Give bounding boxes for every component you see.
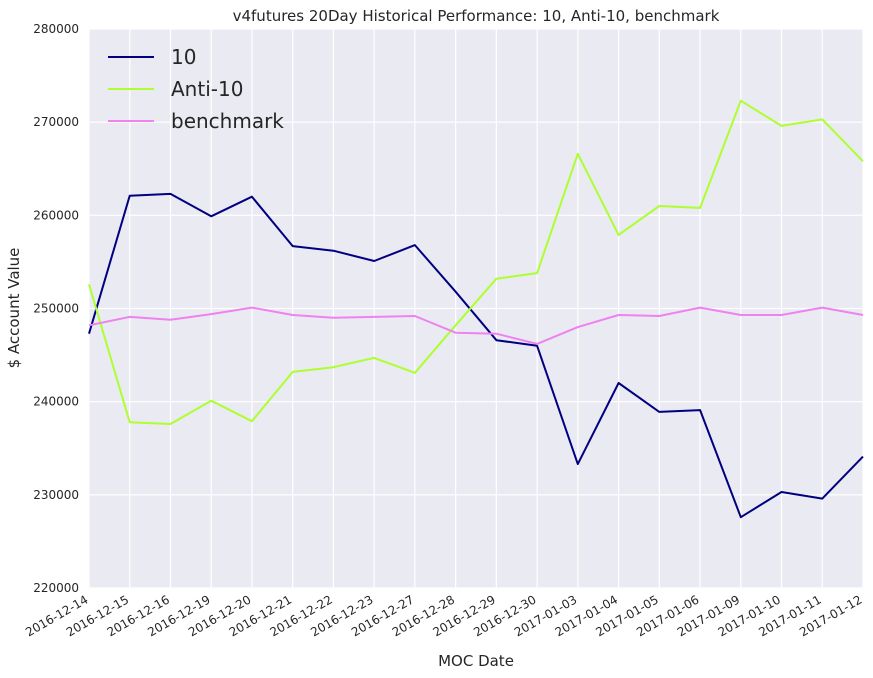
- y-tick-label: 220000: [33, 581, 79, 595]
- y-tick-label: 230000: [33, 488, 79, 502]
- x-axis-label: MOC Date: [438, 652, 514, 670]
- y-tick-label: 270000: [33, 115, 79, 129]
- y-tick-label: 260000: [33, 208, 79, 222]
- chart-title: v4futures 20Day Historical Performance: …: [233, 7, 720, 25]
- legend-label: benchmark: [171, 109, 284, 133]
- y-tick-label: 250000: [33, 302, 79, 316]
- series-line-10: [88, 192, 864, 519]
- y-tick-label: 240000: [33, 395, 79, 409]
- y-tick-labels: 220000 230000 240000 250000 260000 270000 2800…: [33, 22, 79, 595]
- legend-label: 10: [171, 45, 196, 69]
- grid-lines: [88, 28, 864, 589]
- legend: 10 Anti-10 benchmark: [108, 45, 284, 133]
- series-line-anti-10: [88, 99, 864, 425]
- x-tick-labels: 2016-12-142016-12-152016-12-162016-12-19…: [23, 592, 864, 639]
- series-line-benchmark: [88, 306, 864, 345]
- series-layer: [88, 99, 864, 519]
- y-axis-label: $ Account Value: [5, 248, 23, 369]
- legend-label: Anti-10: [171, 77, 243, 101]
- y-tick-label: 280000: [33, 22, 79, 36]
